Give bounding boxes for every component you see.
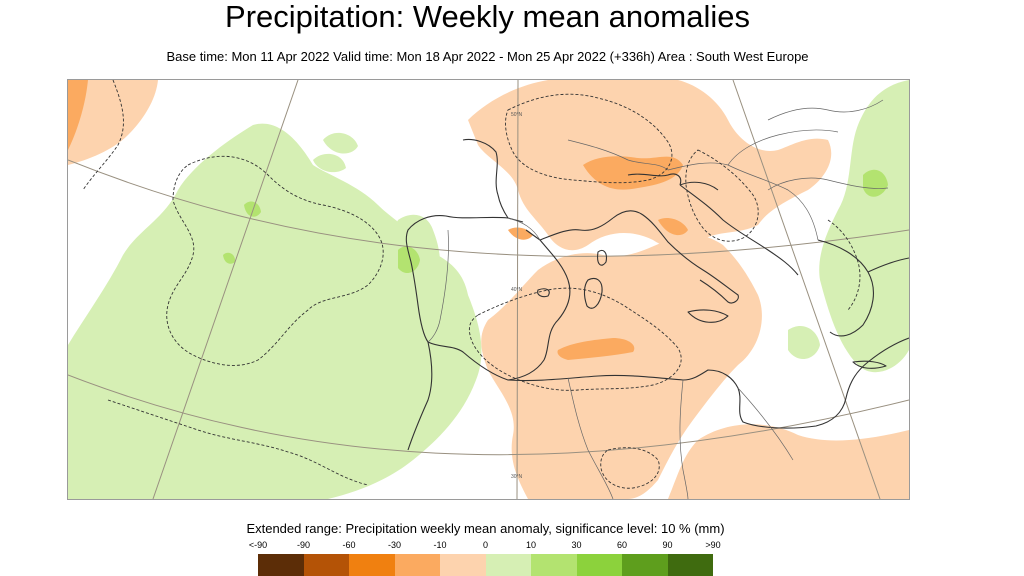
- anomaly-map: 50°N 40°N 30°N: [67, 79, 910, 500]
- legend-swatch: [485, 554, 531, 576]
- legend-swatch: [394, 554, 440, 576]
- legend-color-bar: [258, 554, 713, 576]
- dry-anomaly-north-africa-iberia: [481, 234, 762, 499]
- legend-tick-label: 30: [571, 540, 582, 550]
- wet-anomaly-strong-portugal: [398, 246, 420, 274]
- legend-swatch: [349, 554, 395, 576]
- coast-balearic: [537, 288, 550, 298]
- graticule-label: 30°N: [511, 474, 523, 480]
- coast-greece: [817, 239, 909, 337]
- significance-contours: [82, 80, 861, 489]
- map-canvas: 50°N 40°N 30°N: [68, 80, 909, 499]
- wet-anomaly-balkans-south: [788, 325, 820, 360]
- coast-france-west: [462, 138, 524, 223]
- legend-tick-label: >90: [705, 540, 721, 550]
- legend-title: Extended range: Precipitation weekly mea…: [246, 521, 725, 536]
- legend-tick-label: -30: [387, 540, 402, 550]
- coastlines: [405, 138, 909, 451]
- legend-labels: <-90 -90 -60 -30 -10 0 10 30 60 90 >90: [249, 540, 721, 552]
- wet-anomaly-atlantic-north: [313, 132, 358, 173]
- coast-italy: [612, 173, 739, 304]
- dry-anomaly-north-atlantic-strong: [68, 80, 88, 150]
- legend-swatch: [440, 554, 486, 576]
- graticule-label: 40°N: [511, 287, 523, 293]
- legend-tick-label: 10: [525, 540, 537, 550]
- dry-anomaly-libya: [668, 424, 909, 499]
- legend-tick-label: -90: [296, 540, 311, 550]
- legend-swatch: [667, 554, 713, 576]
- legend-swatch: [622, 554, 668, 576]
- legend-tick-label: 90: [662, 540, 673, 550]
- legend-tick-label: -60: [342, 540, 356, 550]
- graticule-label: 50°N: [511, 112, 523, 118]
- wet-anomaly-strong-greece: [863, 169, 888, 197]
- dry-anomaly-strong-atlas: [557, 338, 635, 360]
- coast-sicily: [687, 309, 729, 323]
- chart-subtitle: Base time: Mon 11 Apr 2022 Valid time: M…: [166, 49, 809, 64]
- dry-anomaly-strong-pyrenees: [508, 227, 533, 240]
- graticule-labels: 50°N 40°N 30°N: [511, 112, 523, 480]
- legend-swatch: [258, 554, 304, 576]
- coast-north-africa: [407, 337, 909, 451]
- country-borders: [427, 99, 889, 499]
- legend-tick-label: -10: [433, 540, 447, 550]
- wet-anomaly-atlantic: [68, 123, 482, 499]
- legend-swatch: [303, 554, 349, 576]
- legend-tick-label: <-90: [248, 540, 268, 550]
- dry-anomaly-strong-italy: [658, 218, 688, 236]
- legend-swatch: [531, 554, 577, 576]
- coast-adriatic: [679, 181, 799, 276]
- wet-anomaly-strong-atlantic: [223, 201, 261, 264]
- dry-anomaly-north-atlantic: [68, 80, 158, 165]
- legend-swatch: [576, 554, 622, 576]
- graticule-lines: [68, 80, 909, 499]
- coast-corsica: [597, 249, 607, 266]
- coast-france-med: [539, 217, 614, 241]
- wet-anomaly-balkans: [819, 80, 909, 373]
- legend-tick-label: 60: [616, 540, 628, 550]
- legend-tick-label: 0: [482, 540, 489, 550]
- dry-anomaly-strong-alps: [583, 156, 683, 190]
- chart-title: Precipitation: Weekly mean anomalies: [225, 0, 750, 34]
- coast-iberia: [405, 215, 571, 381]
- coast-sardinia: [583, 277, 603, 309]
- coast-crete: [852, 360, 887, 369]
